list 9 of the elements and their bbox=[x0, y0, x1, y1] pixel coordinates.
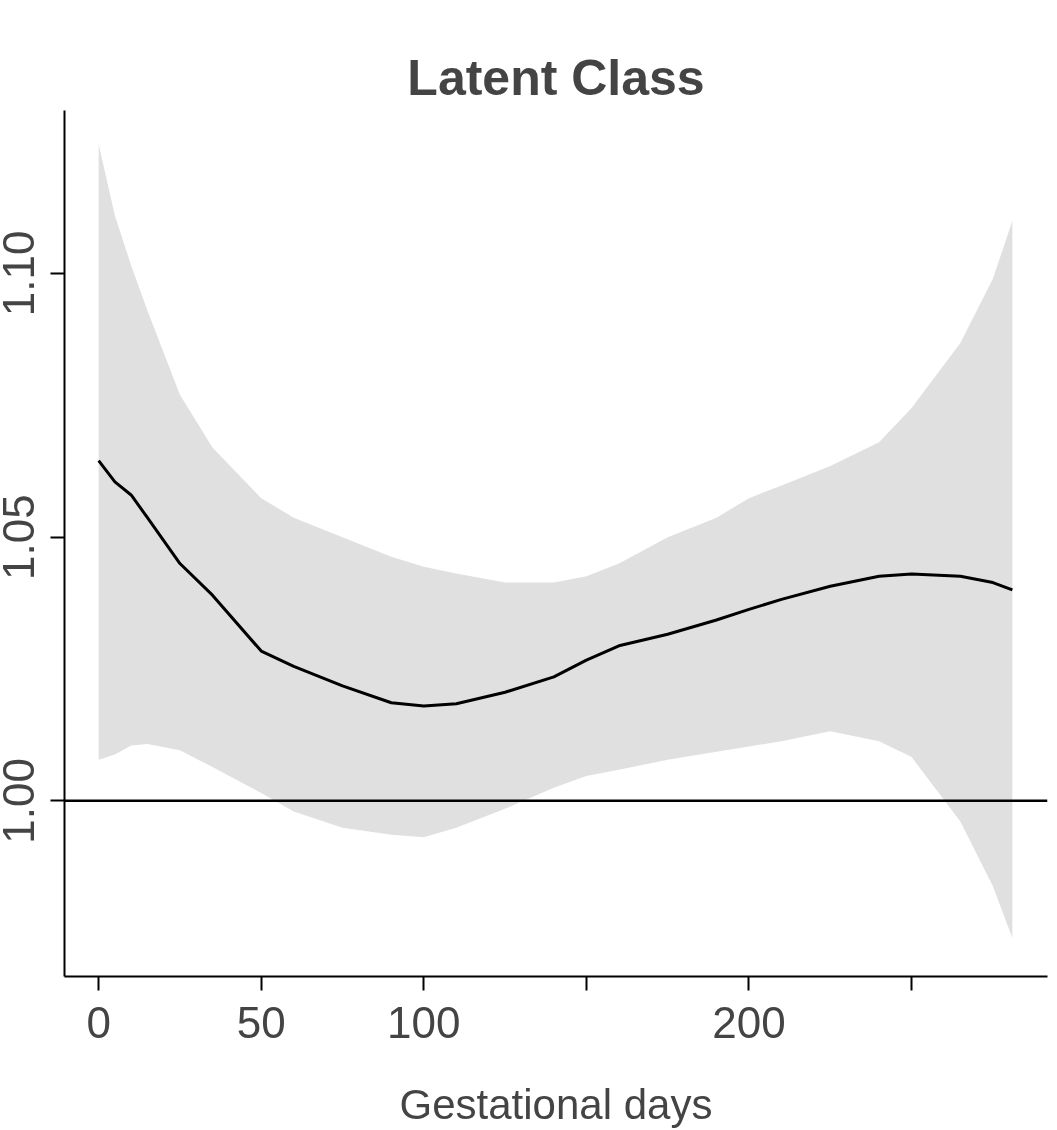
y-tick-label: 1.00 bbox=[0, 758, 44, 844]
x-tick-label: 100 bbox=[387, 997, 461, 1047]
y-tick-label: 1.05 bbox=[0, 494, 44, 580]
y-tick-label: 1.10 bbox=[0, 230, 44, 317]
x-tick-label: 0 bbox=[86, 997, 111, 1047]
chart-title: Latent Class bbox=[407, 49, 705, 106]
x-axis-title: Gestational days bbox=[399, 1080, 713, 1128]
x-tick-label: 50 bbox=[236, 997, 286, 1047]
x-tick-label: 200 bbox=[712, 997, 786, 1047]
